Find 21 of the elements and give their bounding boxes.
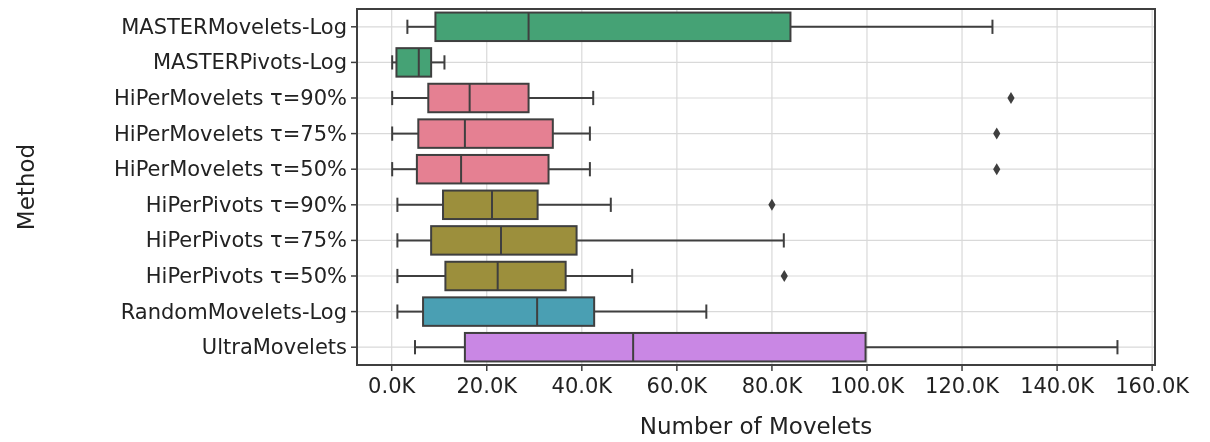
- y-tick-label: HiPerPivots τ=75%: [145, 228, 347, 253]
- x-tick-label: 0.0K: [368, 374, 417, 398]
- y-tick-label: HiPerMovelets τ=50%: [114, 157, 347, 182]
- x-tick-label: 80.0K: [741, 374, 804, 398]
- y-tick-label: HiPerPivots τ=50%: [145, 264, 347, 288]
- x-tick-label: 120.0K: [925, 374, 1001, 398]
- y-tick-label: HiPerMovelets τ=75%: [114, 121, 347, 146]
- x-tick-label: 100.0K: [830, 374, 906, 398]
- x-tick-label: 160.0K: [1115, 374, 1191, 398]
- x-axis-title: Number of Movelets: [639, 413, 873, 439]
- y-tick-label: HiPerPivots τ=90%: [145, 192, 347, 217]
- y-tick-label: MASTERPivots-Log: [152, 50, 347, 75]
- x-tick-label: 20.0K: [456, 374, 519, 398]
- x-tick-label: 140.0K: [1020, 374, 1096, 398]
- y-tick-label: MASTERMovelets-Log: [121, 14, 347, 39]
- y-axis-title: Method: [13, 143, 39, 231]
- y-tick-label: HiPerMovelets τ=90%: [114, 86, 347, 110]
- x-tick-label: 60.0K: [646, 374, 709, 398]
- y-tick-label: RandomMovelets-Log: [120, 299, 347, 324]
- y-tick-label: UltraMovelets: [201, 335, 347, 360]
- x-tick-label: 40.0K: [551, 374, 614, 398]
